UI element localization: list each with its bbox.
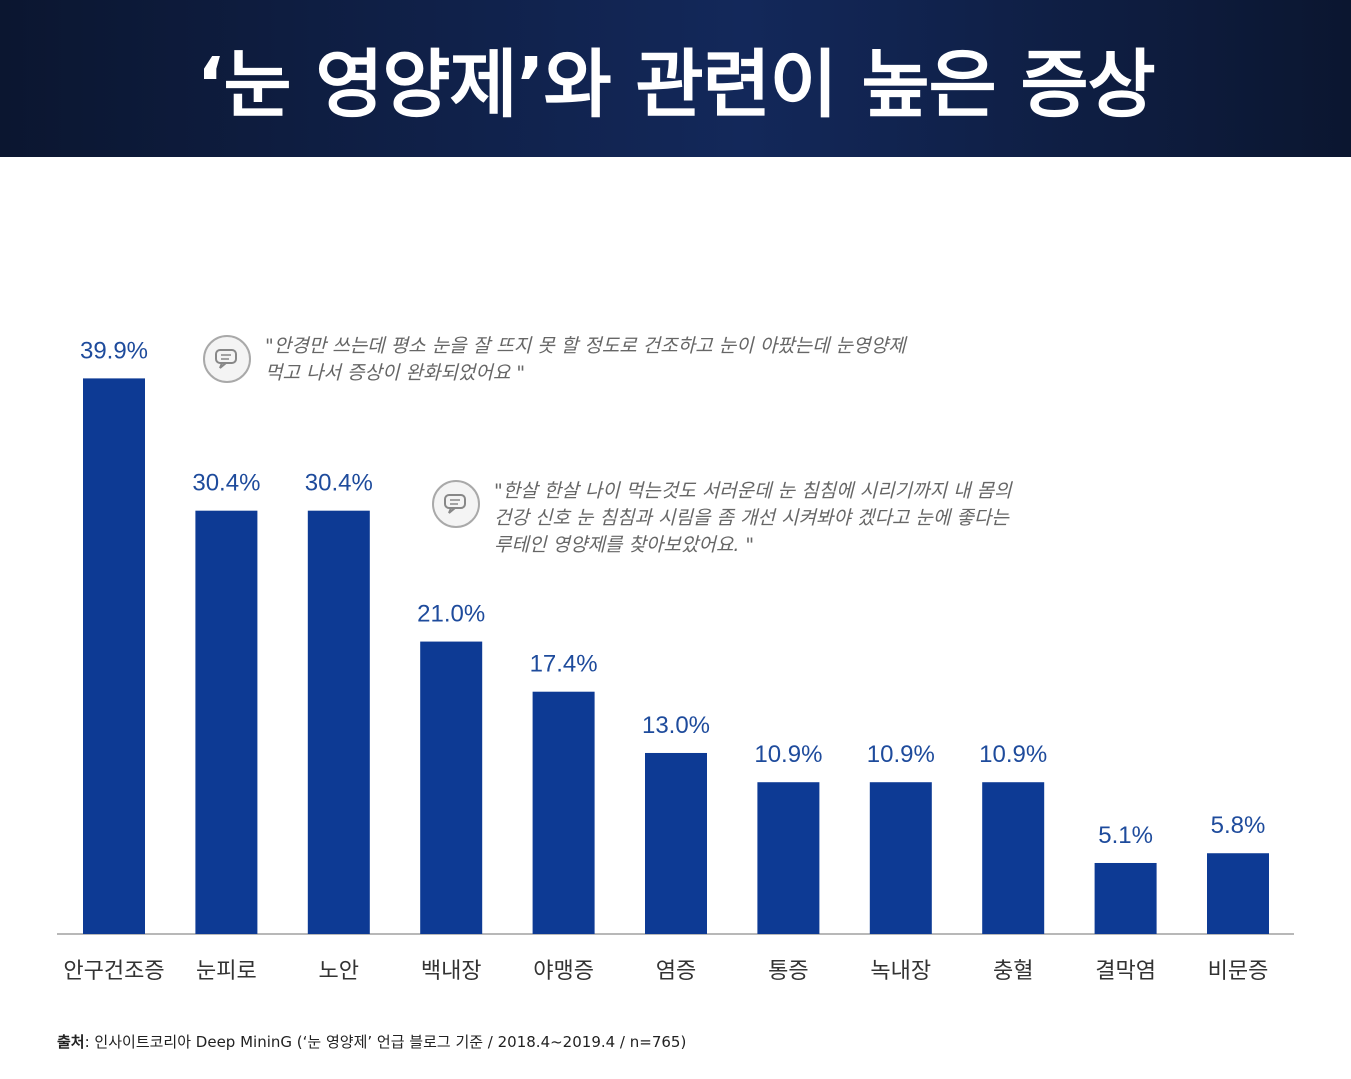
value-label: 17.4% xyxy=(530,651,598,678)
category-label: 통증 xyxy=(768,959,808,984)
bar-녹내장 xyxy=(869,782,932,934)
quote-2: "한살 한살 나이 먹는것도 서러운데 눈 침침에 시리기까지 내 몸의 건강 … xyxy=(432,478,1012,559)
category-label: 눈피로 xyxy=(196,959,257,984)
bar-결막염 xyxy=(1094,862,1157,934)
bar-눈피로 xyxy=(195,510,258,934)
quote-1-text: "안경만 쓰는데 평소 눈을 잘 뜨지 못 할 정도로 건조하고 눈이 아팠는데… xyxy=(265,335,906,384)
value-label: 10.9% xyxy=(867,741,935,768)
bar-염증 xyxy=(645,752,707,934)
speech-bubble-icon xyxy=(432,480,480,528)
value-label: 30.4% xyxy=(192,470,260,497)
value-label: 5.8% xyxy=(1211,812,1266,839)
value-label: 21.0% xyxy=(417,601,485,628)
bar-충혈 xyxy=(982,782,1045,934)
category-label: 결막염 xyxy=(1095,959,1156,984)
title-banner: ‘눈 영양제’와 관련이 높은 증상 xyxy=(0,0,1351,157)
quote-1: "안경만 쓰는데 평소 눈을 잘 뜨지 못 할 정도로 건조하고 눈이 아팠는데… xyxy=(203,333,906,387)
bar-안구건조증 xyxy=(83,378,145,935)
category-label: 충혈 xyxy=(993,959,1033,984)
page-title: ‘눈 영양제’와 관련이 높은 증상 xyxy=(196,42,1155,128)
category-label: 노안 xyxy=(319,959,359,984)
category-label: 백내장 xyxy=(421,959,482,984)
bar-노안 xyxy=(307,510,370,934)
value-label: 39.9% xyxy=(80,337,148,364)
bar-통증 xyxy=(757,782,820,934)
source-text: : 인사이트코리아 Deep MininG (‘눈 영양제’ 언급 블로그 기준… xyxy=(84,1033,687,1051)
quote-2-text: "한살 한살 나이 먹는것도 서러운데 눈 침침에 시리기까지 내 몸의 건강 … xyxy=(494,480,1012,556)
category-label: 녹내장 xyxy=(870,959,931,984)
bar-비문증 xyxy=(1207,853,1269,934)
value-label: 13.0% xyxy=(642,712,710,739)
value-label: 5.1% xyxy=(1098,822,1153,849)
source-label: 출처 xyxy=(57,1033,85,1051)
bar-group: 39.9% 안구건조증 30.4% 눈피로 30.4% 노안 21.0% 백내장 17.4% 야맹… xyxy=(63,337,1269,984)
category-label: 염증 xyxy=(656,959,696,984)
category-label: 안구건조증 xyxy=(63,959,164,984)
value-label: 10.9% xyxy=(979,741,1047,768)
bar-백내장 xyxy=(420,641,483,934)
bar-야맹증 xyxy=(532,691,595,934)
category-label: 야맹증 xyxy=(533,959,594,984)
category-label: 비문증 xyxy=(1208,959,1269,984)
value-label: 30.4% xyxy=(305,470,373,497)
source-note: 출처: 인사이트코리아 Deep MininG (‘눈 영양제’ 언급 블로그 … xyxy=(57,1031,686,1052)
value-label: 10.9% xyxy=(754,741,822,768)
speech-bubble-icon xyxy=(203,335,251,383)
